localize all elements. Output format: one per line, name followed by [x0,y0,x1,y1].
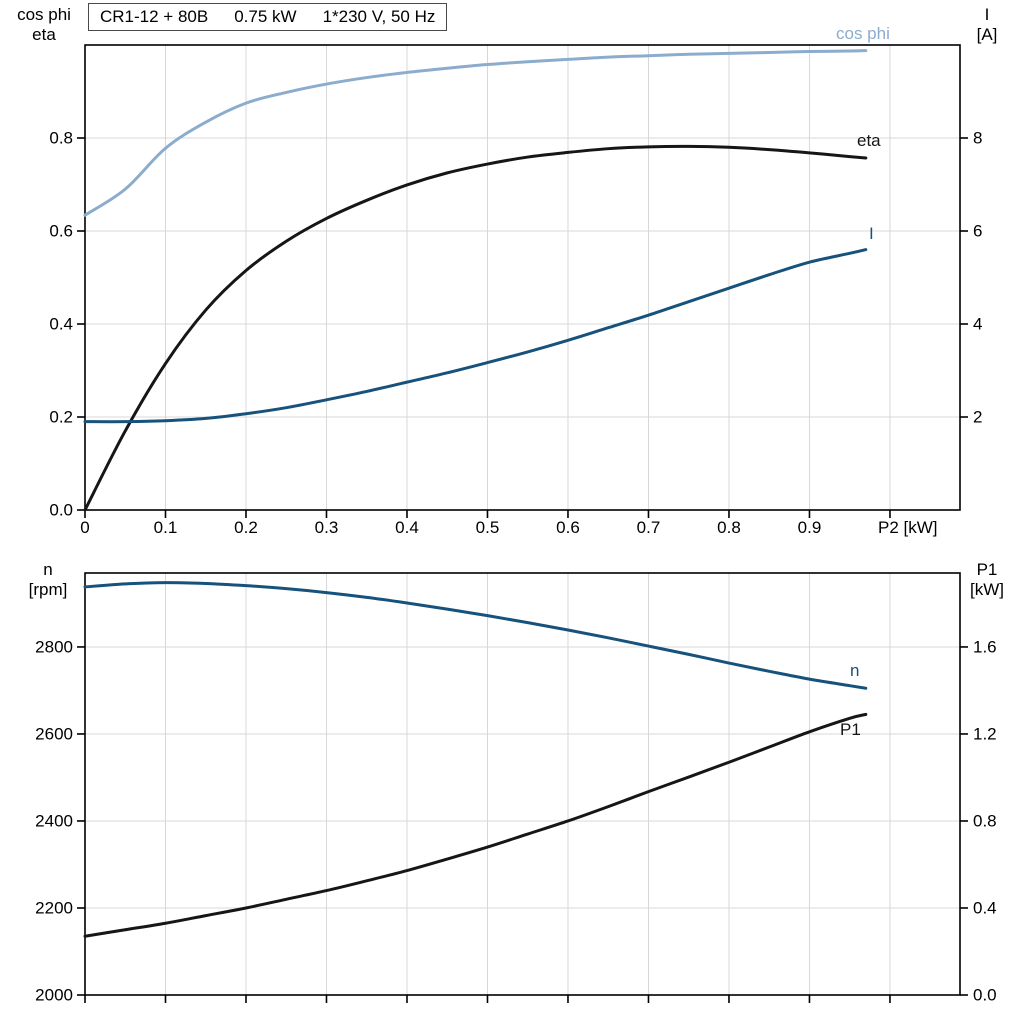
curve-eta [83,144,868,512]
axis-label-current: I [984,5,990,24]
curve-label-power-input: P1 [840,720,861,739]
y-left-tick-label: 0.6 [49,222,73,241]
y-left-tick-label: 2200 [35,898,73,917]
y-right-tick-label: 4 [973,315,982,334]
axis-label-speed: n [43,560,53,579]
x-tick-label: 0.7 [637,518,661,537]
x-tick-label: 0.1 [154,518,178,537]
x-tick-label: 0.5 [476,518,500,537]
x-tick-label: 0.9 [798,518,822,537]
bottom-right-axis-label: P1 [kW] [954,560,1020,600]
y-left-tick-label: 0.4 [49,315,73,334]
curve-speed [83,581,868,690]
curve-current [83,248,868,424]
curve-cos-phi [83,49,868,217]
y-left-tick-label: 0.0 [49,501,73,520]
x-tick-label: 0.3 [315,518,339,537]
bottom-left-axis-label: n [rpm] [6,560,90,600]
axis-label-cos-phi: cos phi [17,5,71,24]
y-left-tick-label: 2600 [35,724,73,743]
plot-frame [84,572,961,996]
y-right-tick-label: 1.2 [973,724,997,743]
y-left-tick-label: 0.8 [49,129,73,148]
y-left-tick-label: 0.2 [49,408,73,427]
chart-1: 2000 2200 2400 2600 2800 0.0 0.4 0.8 1.2 1.6 [35,572,997,1005]
axis-label-power-input-unit: [kW] [970,580,1004,599]
axis-label-current-unit: [A] [976,25,998,44]
curve-label-cos-phi: cos phi [836,24,890,43]
axis-label-speed-unit: [rpm] [28,580,68,599]
supply-voltage: 1*230 V, 50 Hz [322,7,436,26]
curve-label-eta: eta [857,131,881,150]
pump-model: CR1-12 + 80B [100,7,209,26]
motor-power: 0.75 kW [234,7,297,26]
y-right-tick-label: 2 [973,408,982,427]
x-tick-label: 0.6 [556,518,580,537]
axis-label-power-input: P1 [976,560,998,579]
y-right-tick-label: 1.6 [973,637,997,656]
top-right-axis-label: I [A] [956,5,1018,45]
curve-label-current: I [869,224,874,243]
x-tick-label: 0.4 [395,518,419,537]
y-right-tick-label: 6 [973,222,982,241]
curve-power-input [83,712,868,938]
y-right-tick-label: 0.4 [973,898,997,917]
plot-frame [84,44,961,511]
y-left-tick-label: 2800 [35,637,73,656]
top-left-axis-label: cos phi eta [2,5,86,45]
curve-label-speed: n [850,661,860,680]
chart-title-box: CR1-12 + 80B 0.75 kW 1*230 V, 50 Hz [88,3,448,31]
x-axis-label: P2 [kW] [878,518,938,537]
y-left-tick-label: 2400 [35,811,73,830]
x-tick-label: 0.2 [234,518,258,537]
x-tick-label: 0 [80,518,89,537]
y-right-tick-label: 0.8 [973,811,997,830]
y-left-tick-label: 2000 [35,986,73,1005]
chart-0: 0 0.1 0.2 0.3 0.4 0.5 0.6 0.7 0.8 0.9 0.0 0.2 0.4 0.6… [49,44,982,537]
y-right-tick-label: 8 [973,129,982,148]
x-tick-label: 0.8 [717,518,741,537]
axis-label-eta: eta [32,25,56,44]
y-right-tick-label: 0.0 [973,986,997,1005]
